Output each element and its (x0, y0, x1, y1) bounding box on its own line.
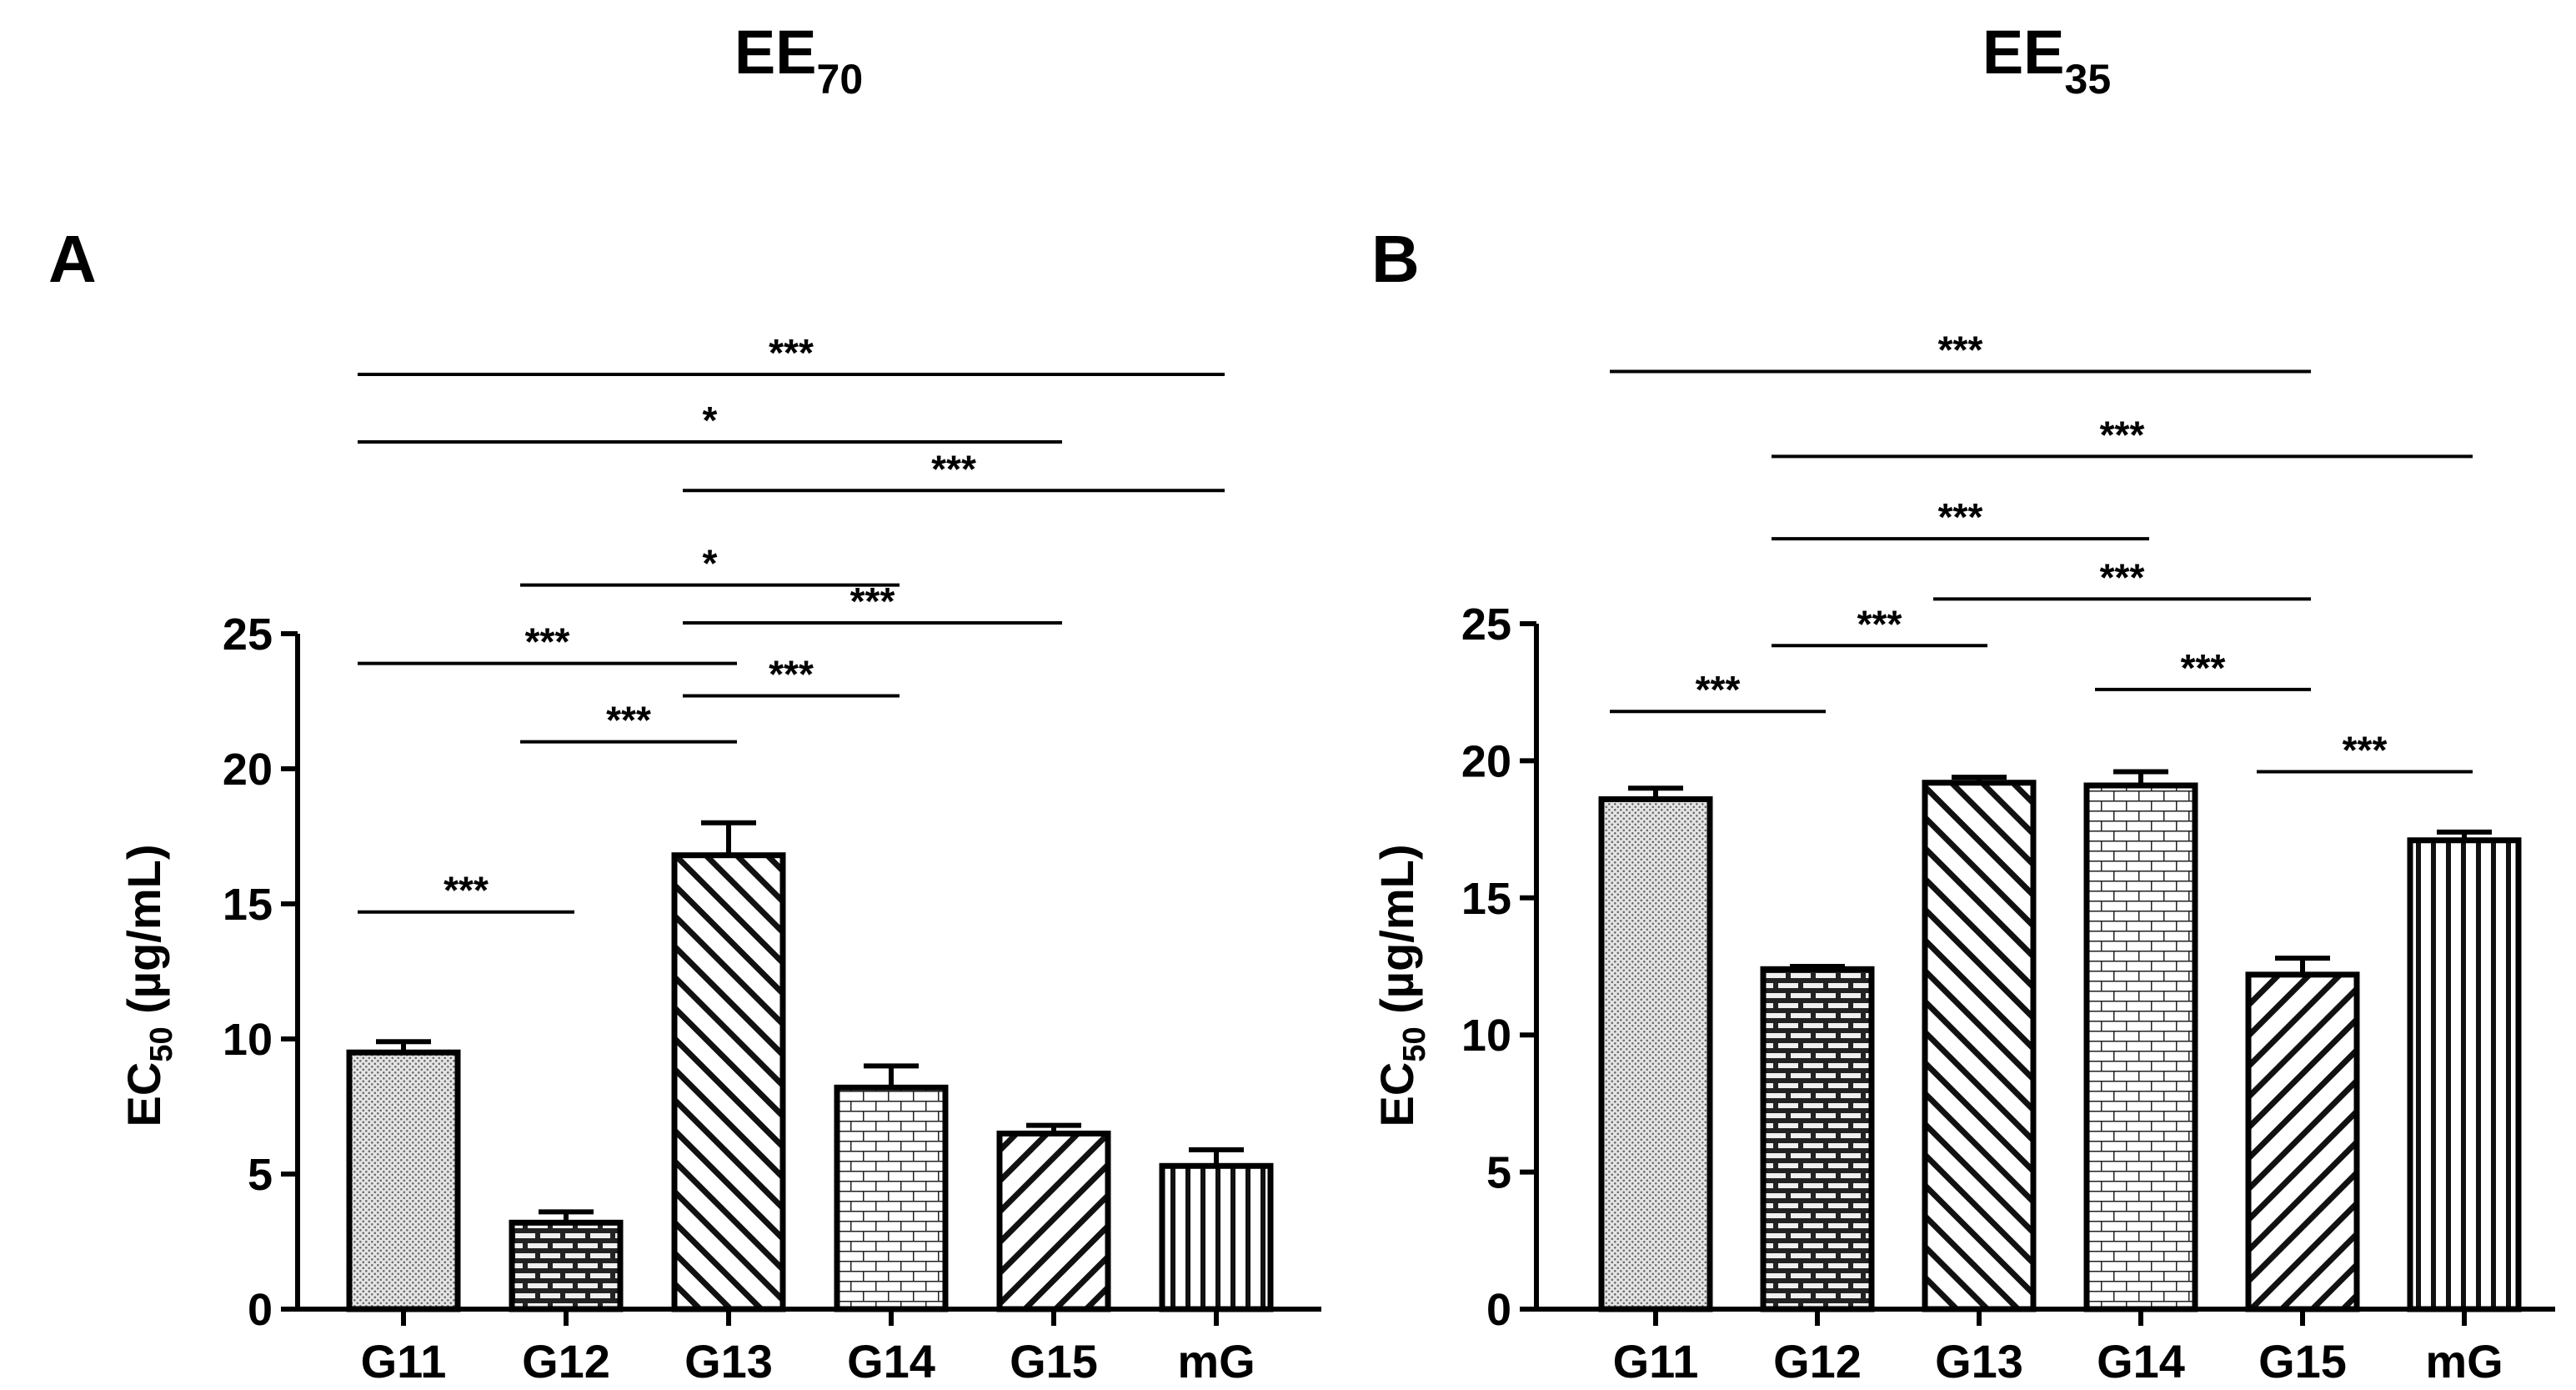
panel-a-x-tick-label-g14: G14 (847, 1335, 935, 1387)
panel-a-significance-label: *** (931, 447, 976, 490)
panel-b-bar-g13 (1922, 780, 2037, 1312)
panel-a-x-tick-label-g13: G13 (684, 1335, 773, 1387)
panel-b-x-tick-label-g14: G14 (2097, 1335, 2185, 1387)
panel-b-y-tick-label: 20 (1461, 736, 1511, 786)
panel-a-label: A (48, 222, 97, 296)
panel-b-significance-label: *** (2181, 646, 2226, 690)
panel-b-bar-g15 (2245, 971, 2360, 1312)
panel-a-significance-label: * (703, 542, 718, 585)
panel-b-x-tick-label-g11: G11 (1613, 1335, 1699, 1387)
panel-a-x-tick-label-g11: G11 (361, 1335, 447, 1387)
panel-a-x-tick-label-mg: mG (1177, 1335, 1255, 1387)
panel-a-x-tick-label-g12: G12 (522, 1335, 610, 1387)
panel-b-label: B (1371, 222, 1420, 296)
panel-b-x-tick-label-g15: G15 (2258, 1335, 2347, 1387)
panel-b-significance-label: *** (1938, 495, 1983, 539)
panel-a-heading: EE70 (734, 18, 863, 103)
panel-a-x-tick-label-g15: G15 (1010, 1335, 1098, 1387)
panel-a-bar-g13 (671, 852, 786, 1312)
panel-b-y-axis-title: EC50 (µg/mL) (1371, 845, 1432, 1127)
panel-b-bar-g12 (1760, 966, 1875, 1312)
panel-b-significance-label: *** (1938, 329, 1983, 372)
panel-b-bar-g14 (2083, 782, 2198, 1312)
panel-a-significance-label: *** (525, 620, 570, 664)
panel-a-significance-label: * (703, 399, 718, 442)
panel-b-significance-label: *** (1696, 668, 1741, 711)
panel-b-significance-label: *** (2100, 555, 2145, 599)
panel-b-significance-label: *** (2100, 413, 2145, 456)
panel-b-x-tick-label-g13: G13 (1935, 1335, 2023, 1387)
panel-a-significance-label: *** (769, 653, 814, 696)
panel-b-heading: EE35 (1982, 18, 2111, 103)
panel-a-y-tick-label: 0 (248, 1285, 273, 1335)
panel-b-bar-g11 (1598, 795, 1713, 1312)
panel-a-y-tick-label: 25 (223, 610, 273, 660)
panel-b-y-tick-label: 10 (1461, 1011, 1511, 1061)
panel-b-significance-label: *** (1857, 602, 1902, 645)
panel-a-significance-label: *** (769, 331, 814, 374)
panel-a-significance-label: *** (606, 699, 651, 742)
panel-b-chart: 0 5 10 15 20 25 G11 G12 G13 G14 G15 mG *** *** *** *** *… (1461, 329, 2555, 1387)
panel-b-y-tick-label: 15 (1461, 874, 1511, 924)
panel-a-significance-label: *** (850, 580, 895, 623)
panel-a-y-tick-label: 20 (223, 745, 273, 795)
panel-b-y-tick-label: 25 (1461, 600, 1511, 650)
panel-b-y-tick-label: 5 (1486, 1148, 1511, 1198)
panel-b-x-tick-label-mg: mG (2425, 1335, 2503, 1387)
panel-a-y-tick-label: 5 (248, 1150, 273, 1200)
panel-a-bar-g12 (509, 1219, 624, 1312)
panel-a-y-tick-label: 15 (223, 880, 273, 930)
panel-a-significance-label: *** (444, 869, 489, 912)
panel-b-x-tick-label-g12: G12 (1773, 1335, 1862, 1387)
panel-b-significance-label: *** (2343, 729, 2388, 772)
panel-b-bar-mg (2407, 837, 2522, 1312)
panel-a-bar-g11 (346, 1049, 461, 1312)
panel-b-y-tick-label: 0 (1486, 1285, 1511, 1335)
panel-a-bar-g14 (834, 1084, 949, 1312)
panel-a-y-axis-title: EC50 (µg/mL) (118, 845, 179, 1127)
panel-a-bar-mg (1159, 1162, 1274, 1312)
panel-a-y-tick-label: 10 (223, 1015, 273, 1065)
panel-a-bar-g15 (996, 1130, 1111, 1312)
